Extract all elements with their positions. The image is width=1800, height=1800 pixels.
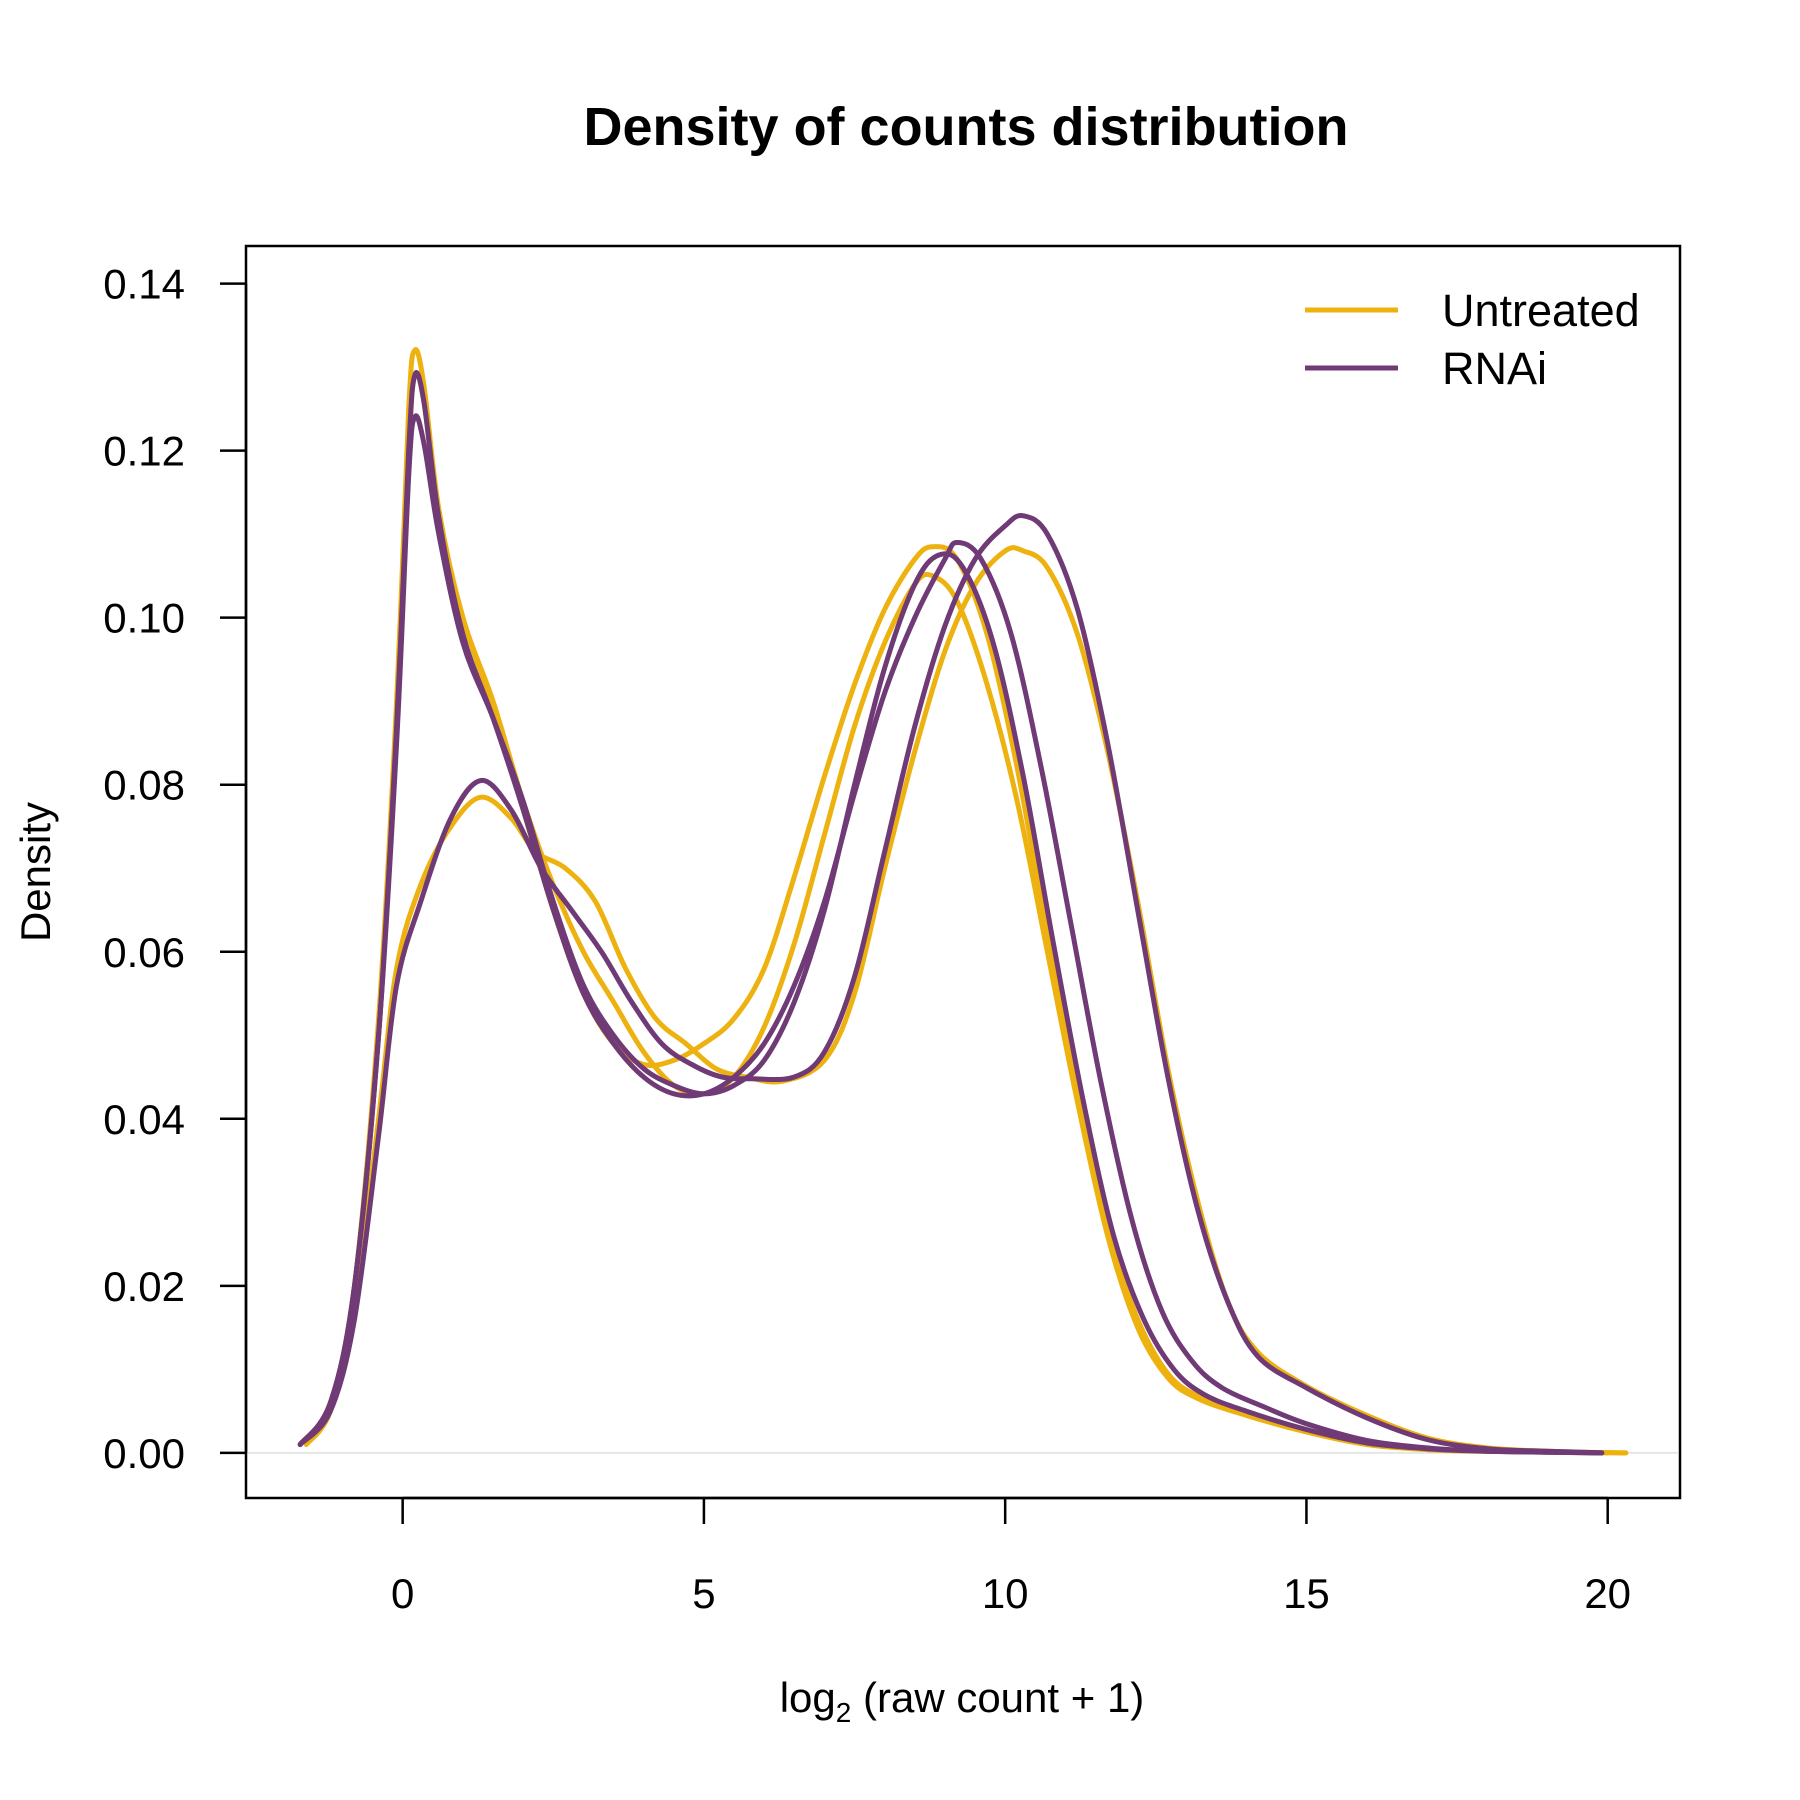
y-tick-label: 0.10 [103, 595, 185, 642]
x-tick-label: 20 [1584, 1570, 1631, 1617]
y-tick-label: 0.02 [103, 1263, 185, 1310]
density-curve-untreated-2 [303, 545, 1629, 1456]
y-tick-label: 0.12 [103, 428, 185, 475]
legend: Untreated RNAi [1305, 285, 1640, 394]
y-tick-label: 0.08 [103, 762, 185, 809]
density-curves [297, 347, 1629, 1456]
legend-label-untreated: Untreated [1442, 285, 1640, 336]
x-tick-label: 15 [1283, 1570, 1330, 1617]
x-tick-label: 10 [982, 1570, 1029, 1617]
chart-title: Density of counts distribution [584, 97, 1349, 157]
density-curve-rnai-5 [297, 370, 1605, 1456]
plot-frame [244, 244, 1682, 1500]
x-tick-label: 5 [692, 1570, 715, 1617]
density-curve-untreated-1 [297, 347, 1629, 1456]
y-tick-label: 0.04 [103, 1096, 185, 1143]
y-axis-label: Density [12, 802, 59, 942]
y-axis: 0.00 0.02 0.04 0.06 0.08 0.10 0.12 0.14 [103, 261, 248, 1477]
x-tick-label: 0 [391, 1570, 414, 1617]
y-tick-label: 0.06 [103, 929, 185, 976]
y-tick-label: 0.14 [103, 261, 185, 308]
y-tick-label: 0.00 [103, 1430, 185, 1477]
legend-label-rnai: RNAi [1442, 343, 1547, 394]
density-curve-untreated-3 [297, 370, 1611, 1456]
x-axis: 0 5 10 15 20 [391, 1496, 1631, 1617]
density-curve-rnai-6 [297, 513, 1605, 1456]
density-curve-rnai-4 [297, 413, 1605, 1456]
x-axis-label: log2 (raw count + 1) [780, 1674, 1145, 1728]
